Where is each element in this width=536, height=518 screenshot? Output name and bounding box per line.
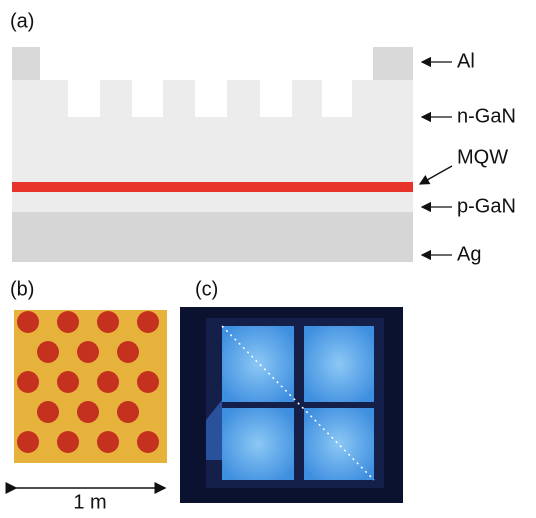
- panel-label: (c): [195, 278, 218, 300]
- hole: [17, 371, 39, 393]
- arrows: [420, 62, 452, 255]
- al-block: [12, 47, 40, 80]
- panel-label: (a): [10, 10, 34, 32]
- hole: [17, 431, 39, 453]
- hole: [37, 401, 59, 423]
- layer-stack: [12, 47, 413, 262]
- hole: [117, 341, 139, 363]
- hole: [137, 371, 159, 393]
- hole: [17, 311, 39, 333]
- hole: [77, 341, 99, 363]
- hole: [57, 431, 79, 453]
- hole: [97, 371, 119, 393]
- hole: [77, 401, 99, 423]
- layer-label: p-GaN: [457, 195, 516, 217]
- hole: [97, 311, 119, 333]
- hole: [57, 371, 79, 393]
- hole: [57, 311, 79, 333]
- hole: [137, 431, 159, 453]
- mqw-layer: [12, 182, 413, 192]
- hole: [137, 311, 159, 333]
- hole: [117, 401, 139, 423]
- scale-label: 1 m: [73, 491, 106, 513]
- al-block: [373, 47, 413, 80]
- layer-label: n-GaN: [457, 105, 516, 127]
- layer-label: Ag: [457, 243, 481, 265]
- layer-label: MQW: [457, 146, 508, 168]
- layer-label: Al: [457, 50, 475, 72]
- panel-label: (b): [10, 278, 34, 300]
- ag-layer: [12, 212, 413, 262]
- emission-image: [180, 307, 403, 503]
- hole: [97, 431, 119, 453]
- figure: (a) Al n-GaN MQW p-GaN Ag (b) 1 m (c): [0, 0, 536, 513]
- p-gan-layer: [12, 192, 413, 212]
- hole: [37, 341, 59, 363]
